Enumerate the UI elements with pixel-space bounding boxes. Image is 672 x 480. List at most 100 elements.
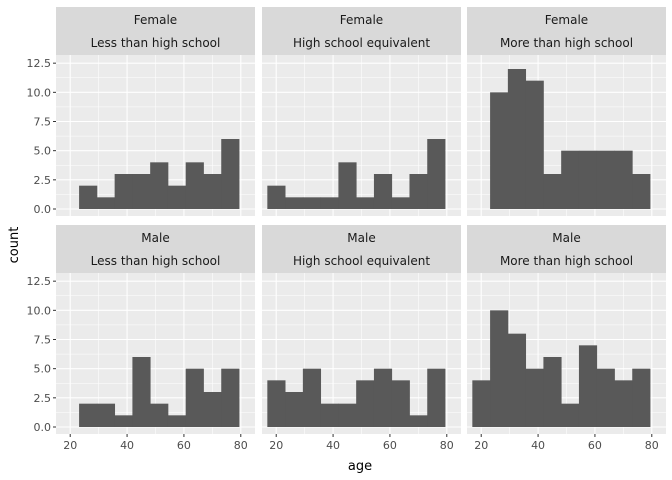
x-tick-label: 60 (177, 439, 191, 452)
histogram-bar (79, 403, 98, 427)
histogram-bar (338, 403, 357, 427)
histogram-bar (632, 174, 651, 209)
histogram-bar (490, 92, 509, 209)
histogram-bar (543, 174, 562, 209)
histogram-bar (79, 185, 98, 209)
x-tick-label: 80 (645, 439, 659, 452)
y-tick-label: 5.0 (34, 145, 52, 158)
y-tick-label: 7.5 (34, 334, 52, 347)
x-tick-label: 60 (383, 439, 397, 452)
x-tick-label: 40 (120, 439, 134, 452)
histogram-bar (267, 380, 286, 427)
y-axis-title: count (7, 227, 22, 264)
histogram-bar (132, 357, 151, 427)
facet-label-education: High school equivalent (293, 254, 430, 268)
facet-panel: Female Less than high school (56, 7, 255, 216)
y-tick-label: 2.5 (34, 392, 52, 405)
histogram-bar (578, 345, 598, 427)
facet-label-sex: Female (545, 13, 588, 27)
facet-label-sex: Male (347, 231, 375, 245)
facet-label-sex: Male (141, 231, 169, 245)
histogram-bar (132, 174, 151, 209)
histogram-bar (409, 174, 428, 209)
histogram-bar (578, 150, 598, 209)
histogram-bar (596, 150, 615, 209)
histogram-bar (525, 80, 544, 210)
histogram-bar (285, 197, 304, 209)
x-tick-label: 60 (588, 439, 602, 452)
histogram-bar (427, 368, 446, 427)
histogram-bar (373, 368, 393, 427)
histogram-bar (427, 139, 446, 209)
facet-label-sex: Female (340, 13, 383, 27)
histogram-bar (320, 403, 339, 427)
x-tick-label: 40 (326, 439, 340, 452)
histogram-bar (203, 174, 222, 209)
histogram-bar (221, 139, 240, 209)
histogram-bar (302, 368, 322, 427)
histogram-bar (356, 197, 375, 209)
histogram-bar (632, 368, 651, 427)
y-tick-label: 5.0 (34, 363, 52, 376)
histogram-bar (409, 415, 428, 427)
histogram-bar (302, 197, 322, 209)
facet-strip (56, 7, 255, 55)
histogram-bar (614, 380, 633, 427)
histogram-bar (391, 197, 410, 209)
histogram-bar (114, 174, 133, 209)
x-tick-label: 40 (531, 439, 545, 452)
facet-strip (467, 7, 666, 55)
histogram-bar (203, 392, 222, 427)
y-tick-label: 10.0 (27, 304, 52, 317)
y-tick-label: 0.0 (34, 203, 52, 216)
histogram-bar (114, 415, 133, 427)
histogram-bar (490, 310, 509, 427)
histogram-bar (185, 162, 204, 209)
histogram-bar (614, 150, 633, 209)
histogram-bar (338, 162, 357, 209)
facet-panels: Female Less than high school Female High sc… (56, 7, 666, 434)
facet-panel: Female High school equivalent (262, 7, 461, 216)
histogram-bar (472, 380, 491, 427)
histogram-bar (391, 380, 410, 427)
histogram-bar (96, 403, 116, 427)
x-tick-label: 80 (234, 439, 248, 452)
histogram-bar (150, 403, 169, 427)
facet-label-education: High school equivalent (293, 36, 430, 50)
histogram-bar (543, 357, 562, 427)
y-tick-label: 7.5 (34, 116, 52, 129)
histogram-bar (96, 197, 116, 209)
x-tick-label: 20 (63, 439, 77, 452)
histogram-bar (507, 333, 527, 427)
histogram-bar (221, 368, 240, 427)
facet-label-education: More than high school (500, 254, 633, 268)
facet-label-sex: Female (134, 13, 177, 27)
facet-panel: Male Less than high school (56, 225, 255, 434)
histogram-bar (320, 197, 339, 209)
histogram-bar (356, 380, 375, 427)
facet-panel: Male High school equivalent (262, 225, 461, 434)
facet-label-education: More than high school (500, 36, 633, 50)
histogram-bar (525, 368, 544, 427)
y-tick-label: 12.5 (27, 275, 52, 288)
x-tick-label: 20 (269, 439, 283, 452)
x-tick-label: 20 (474, 439, 488, 452)
histogram-bar (167, 415, 187, 427)
histogram-bar (561, 403, 580, 427)
histogram-bar (373, 174, 393, 209)
y-tick-label: 10.0 (27, 86, 52, 99)
y-tick-label: 2.5 (34, 174, 52, 187)
facet-label-sex: Male (552, 231, 580, 245)
y-tick-label: 0.0 (34, 421, 52, 434)
histogram-bar (285, 392, 304, 427)
histogram-bar (185, 368, 204, 427)
histogram-bar (150, 162, 169, 209)
facet-panel: Male More than high school (467, 225, 666, 434)
facet-panel: Female More than high school (467, 7, 666, 216)
facet-label-education: Less than high school (91, 254, 221, 268)
histogram-bar (596, 368, 615, 427)
x-axis-title: age (348, 459, 372, 474)
facet-label-education: Less than high school (91, 36, 221, 50)
facet-strip (262, 225, 461, 273)
